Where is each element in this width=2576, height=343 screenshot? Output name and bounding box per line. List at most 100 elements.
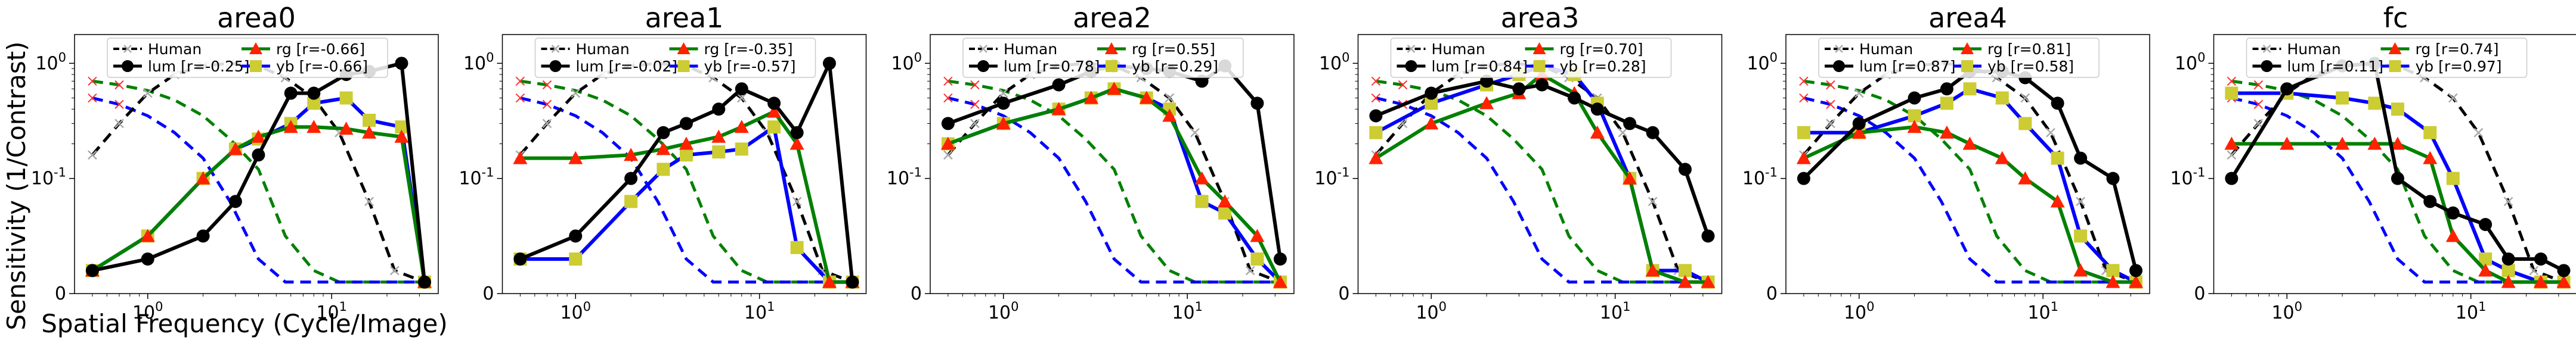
legend-box xyxy=(107,38,388,78)
reference-point xyxy=(1371,93,1381,103)
yb-point xyxy=(339,91,353,105)
x-tick-label: 101 xyxy=(1600,300,1631,323)
legend-yb-label: yb [r=-0.66] xyxy=(276,58,368,75)
x-tick-label: 101 xyxy=(1172,300,1203,323)
rg-point xyxy=(306,120,321,133)
legend-lum-label: lum [r=0.11] xyxy=(2287,58,2384,75)
human-point xyxy=(2448,93,2458,103)
yb-point xyxy=(2391,102,2404,116)
axes-frame xyxy=(1785,34,2150,294)
legend-yb-marker xyxy=(1961,60,1973,72)
legend-human-marker xyxy=(1835,45,1843,53)
lum-point xyxy=(307,86,321,100)
lum-point xyxy=(1480,74,1494,88)
lum-point xyxy=(141,252,154,266)
lum-point xyxy=(1852,117,1866,130)
legend-human-label: Human xyxy=(576,40,630,58)
yb-line xyxy=(2231,91,2564,284)
reference-rg-line xyxy=(92,79,425,284)
y-tick-label: 0 xyxy=(911,283,922,304)
lum-point xyxy=(2423,195,2437,208)
rg-point xyxy=(362,125,377,139)
rg-point xyxy=(711,129,726,143)
rg-point xyxy=(767,104,782,118)
reference-point xyxy=(114,99,124,109)
reference-point xyxy=(542,99,552,109)
lum-point xyxy=(2225,172,2238,185)
reference-point xyxy=(515,76,525,86)
rg-point xyxy=(2533,275,2548,288)
rg-point xyxy=(2390,136,2405,150)
yb-point xyxy=(1908,109,1921,123)
chart-title: area4 xyxy=(1928,2,2007,34)
y-tick-label: 0 xyxy=(55,283,66,304)
legend-lum-marker xyxy=(1405,60,1417,72)
lum-point xyxy=(822,57,836,70)
rg-point xyxy=(1083,91,1098,104)
reference-rg-line xyxy=(1376,79,1708,284)
human-point xyxy=(736,93,747,103)
reference-point xyxy=(88,76,97,86)
yb-line xyxy=(1803,86,2137,284)
legend-rg-marker xyxy=(677,42,691,54)
y-tick-label: 0 xyxy=(2194,283,2205,304)
x-tick-label: 101 xyxy=(2456,300,2487,323)
lum-point xyxy=(767,96,781,110)
yb-point xyxy=(735,142,748,156)
rg-point xyxy=(283,120,298,133)
axes-frame xyxy=(74,34,439,294)
lum-point xyxy=(790,126,804,139)
rg-point xyxy=(1852,125,1866,139)
lum-point xyxy=(1623,117,1637,130)
lum-point xyxy=(1590,102,1604,116)
lum-point xyxy=(846,275,859,289)
rg-point xyxy=(1677,275,1692,288)
reference-point xyxy=(542,80,552,90)
y-tick-label: 0 xyxy=(482,283,494,304)
yb-point xyxy=(712,145,726,159)
legend-lum-marker xyxy=(1833,60,1845,72)
legend-rg-label: rg [r=0.70] xyxy=(1560,40,1643,58)
yb-point xyxy=(2051,151,2064,165)
rg-point xyxy=(1796,151,1811,164)
legend-rg-label: rg [r=0.74] xyxy=(2416,40,2499,58)
legend-rg-label: rg [r=-0.35] xyxy=(704,40,793,58)
legend-human-marker xyxy=(123,45,132,53)
chart-title: area1 xyxy=(645,2,724,34)
human-point xyxy=(542,119,552,129)
reference-rg-line xyxy=(520,79,853,284)
yb-point xyxy=(569,252,583,266)
legend-human-label: Human xyxy=(1859,40,1913,58)
lum-point xyxy=(624,172,638,185)
legend-lum-label: lum [r=-0.02] xyxy=(576,58,678,75)
legend-box xyxy=(534,38,816,78)
reference-point xyxy=(1799,76,1809,86)
legend-rg-marker xyxy=(249,42,262,54)
yb-point xyxy=(790,241,804,254)
axes-frame xyxy=(2213,34,2576,294)
legend-human-marker xyxy=(2262,45,2271,53)
rg-point xyxy=(1051,102,1066,116)
x-tick-label: 100 xyxy=(560,300,591,323)
lum-point xyxy=(85,264,99,277)
rg-point xyxy=(568,151,583,164)
lum-point xyxy=(1701,229,1715,243)
human-point xyxy=(1854,88,1864,98)
lum-point xyxy=(712,102,726,116)
rg-point xyxy=(1250,229,1265,242)
rg-point xyxy=(1218,194,1233,208)
x-tick-label: 100 xyxy=(2271,300,2302,323)
x-tick-label: 100 xyxy=(1844,300,1875,323)
human-point xyxy=(943,150,953,160)
human-point xyxy=(2020,93,2030,103)
figure-ylabel: Sensitivity (1/Contrast) xyxy=(2,41,31,330)
lum-point xyxy=(2534,252,2547,266)
yb-point xyxy=(1995,91,2009,105)
yb-point xyxy=(679,148,693,162)
